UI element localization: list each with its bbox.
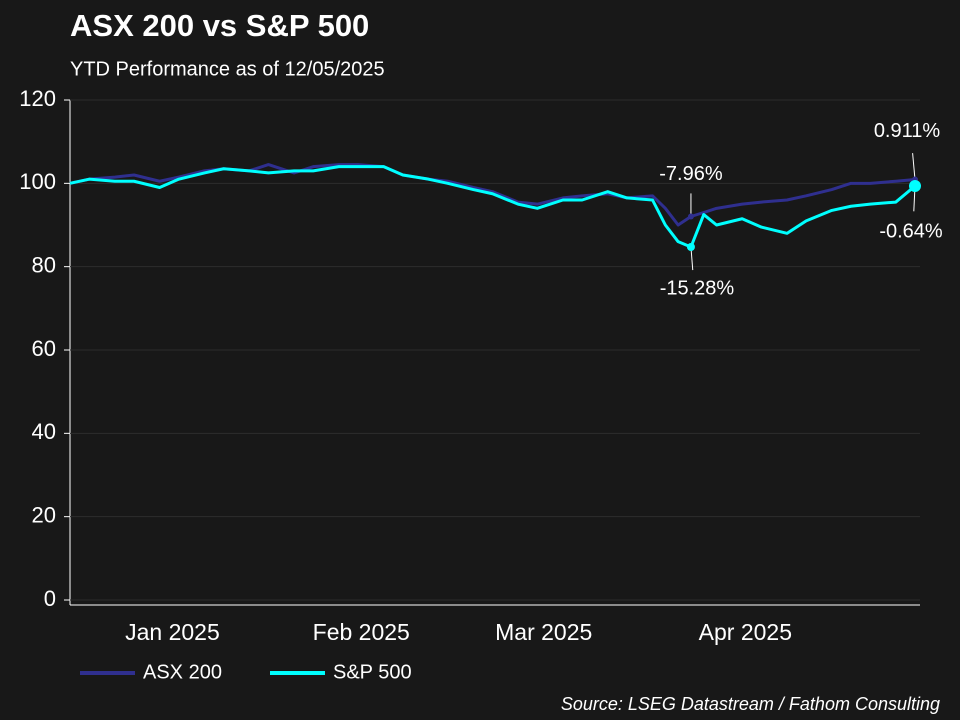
x-tick-label: Mar 2025 <box>495 619 592 645</box>
y-tick-label: 40 <box>32 419 56 444</box>
y-tick-label: 100 <box>19 169 56 194</box>
chart-subtitle: YTD Performance as of 12/05/2025 <box>70 58 385 80</box>
series-line <box>69 165 916 249</box>
x-tick-label: Feb 2025 <box>313 619 410 645</box>
annotation-point <box>909 180 921 192</box>
annotation-point <box>687 213 694 220</box>
x-tick-label: Apr 2025 <box>699 619 792 645</box>
chart-title: ASX 200 vs S&P 500 <box>70 8 369 43</box>
y-tick-label: 0 <box>44 586 56 611</box>
y-tick-label: 80 <box>32 252 56 277</box>
annotation-point <box>686 243 695 251</box>
annotation: -7.96% <box>659 163 723 185</box>
legend-label: S&P 500 <box>333 661 412 683</box>
annotation: -15.28% <box>660 277 735 299</box>
y-tick-label: 20 <box>32 502 56 527</box>
y-tick-label: 120 <box>19 86 56 111</box>
annotation: 0.911% <box>874 120 941 142</box>
y-tick-label: 60 <box>32 336 56 361</box>
source: Source: LSEG Datastream / Fathom Consult… <box>561 694 940 714</box>
annotation: -0.64% <box>879 220 943 242</box>
annotation-leader <box>912 153 916 180</box>
legend-label: ASX 200 <box>143 661 222 683</box>
x-tick-label: Jan 2025 <box>125 619 220 645</box>
